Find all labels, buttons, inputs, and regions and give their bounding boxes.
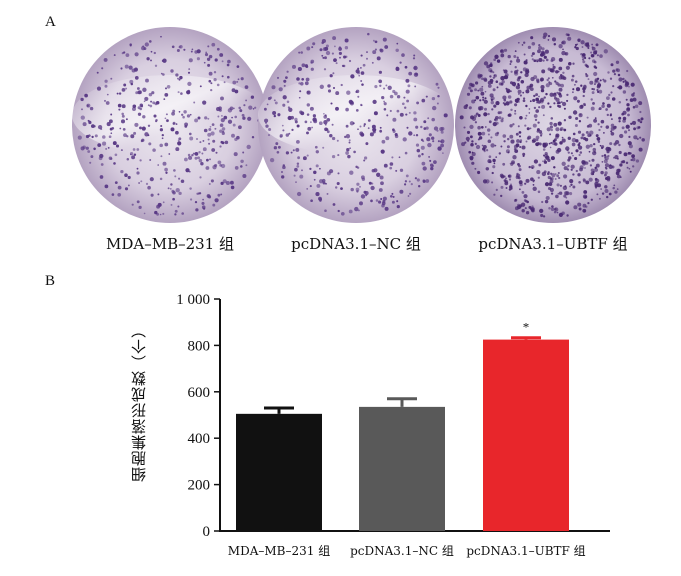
- significance-marker: *: [523, 320, 530, 335]
- panel-a-label: A: [45, 14, 56, 30]
- y-tick-label: 600: [188, 385, 211, 401]
- panel-b-label: B: [45, 273, 56, 289]
- y-tick-label: 200: [188, 478, 211, 494]
- x-tick-label: MDA–MB–231 组: [228, 544, 330, 558]
- dish-1: [72, 27, 268, 223]
- dish-label-2: pcDNA3.1–NC 组: [291, 235, 421, 253]
- y-tick-label: 400: [188, 431, 211, 447]
- dish-2-colonies: [263, 32, 448, 216]
- dish-label-3: pcDNA3.1–UBTF 组: [478, 235, 628, 253]
- dish-3-colonies: [459, 32, 645, 218]
- dish-label-1: MDA–MB–231 组: [106, 235, 234, 253]
- bar-1: [236, 413, 322, 531]
- bar-2: [359, 406, 445, 531]
- y-tick-label: 0: [203, 524, 211, 540]
- bar-3: [483, 339, 569, 531]
- dish-3: [455, 27, 651, 223]
- x-tick-label: pcDNA3.1–NC 组: [350, 544, 454, 558]
- dish-1-colonies: [77, 35, 263, 216]
- dish-2: [258, 27, 454, 223]
- x-tick-label: pcDNA3.1–UBTF 组: [466, 544, 585, 558]
- colony-dishes: [72, 27, 651, 223]
- y-tick-label: 1 000: [176, 292, 210, 308]
- y-tick-label: 800: [188, 338, 211, 354]
